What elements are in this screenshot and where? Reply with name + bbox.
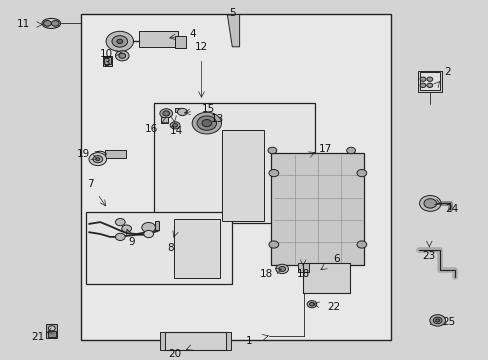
Bar	[303, 263, 349, 293]
Bar	[222, 130, 264, 221]
Bar	[139, 31, 178, 47]
Bar	[271, 153, 364, 265]
Circle shape	[275, 264, 288, 274]
Bar	[175, 108, 183, 112]
Text: 7: 7	[87, 179, 94, 189]
Bar	[154, 221, 159, 230]
Circle shape	[93, 156, 102, 163]
Bar	[161, 117, 168, 123]
Bar	[175, 36, 185, 48]
Circle shape	[356, 170, 366, 177]
Circle shape	[419, 77, 425, 81]
Text: 18: 18	[259, 269, 273, 279]
Circle shape	[278, 266, 285, 271]
Text: 15: 15	[202, 104, 215, 114]
Circle shape	[268, 241, 278, 248]
Polygon shape	[227, 14, 239, 47]
Bar	[298, 263, 308, 272]
Circle shape	[115, 233, 125, 240]
Circle shape	[268, 170, 278, 177]
Bar	[48, 331, 56, 337]
Circle shape	[306, 301, 316, 308]
Bar	[226, 332, 231, 350]
Circle shape	[346, 147, 355, 154]
Text: 19: 19	[76, 149, 90, 159]
Text: 20: 20	[168, 349, 181, 359]
Circle shape	[309, 302, 314, 306]
Circle shape	[89, 153, 106, 166]
Text: 18: 18	[296, 269, 309, 279]
Circle shape	[197, 116, 216, 130]
Circle shape	[117, 39, 122, 44]
Circle shape	[122, 225, 131, 232]
Bar	[163, 332, 227, 350]
Circle shape	[435, 319, 439, 322]
Circle shape	[426, 83, 432, 87]
Circle shape	[170, 122, 180, 129]
Circle shape	[419, 83, 425, 87]
Circle shape	[106, 31, 133, 51]
Circle shape	[192, 112, 221, 134]
Text: 14: 14	[169, 126, 183, 136]
Text: 23: 23	[422, 251, 435, 261]
Circle shape	[43, 21, 51, 26]
Circle shape	[96, 158, 100, 161]
Circle shape	[267, 147, 276, 154]
Bar	[417, 71, 441, 92]
Bar	[173, 219, 220, 278]
Bar	[303, 263, 349, 293]
Bar	[160, 332, 164, 350]
Circle shape	[426, 77, 432, 81]
Circle shape	[419, 195, 440, 211]
Circle shape	[432, 317, 441, 324]
Circle shape	[143, 230, 153, 238]
Circle shape	[115, 219, 125, 226]
Text: 8: 8	[166, 243, 173, 253]
Bar	[81, 14, 390, 340]
Text: 12: 12	[194, 42, 208, 52]
Text: 17: 17	[318, 144, 331, 154]
Text: 25: 25	[441, 317, 454, 327]
Circle shape	[51, 21, 59, 26]
Circle shape	[142, 222, 155, 233]
Text: 13: 13	[210, 114, 224, 124]
Circle shape	[112, 36, 127, 47]
Text: 3: 3	[103, 58, 110, 68]
Bar	[271, 153, 364, 265]
Text: 21: 21	[31, 332, 44, 342]
Text: 6: 6	[332, 254, 339, 264]
Text: 16: 16	[144, 123, 158, 134]
Bar	[163, 332, 227, 350]
Circle shape	[160, 109, 172, 118]
Bar	[104, 57, 111, 64]
Circle shape	[177, 108, 187, 116]
Text: 10: 10	[100, 49, 113, 59]
Bar	[85, 212, 232, 284]
Circle shape	[119, 53, 125, 58]
Circle shape	[48, 326, 55, 331]
Circle shape	[202, 120, 211, 127]
Text: 5: 5	[228, 8, 235, 18]
Circle shape	[115, 51, 129, 61]
Text: 2: 2	[444, 67, 450, 77]
Bar	[419, 72, 439, 90]
Circle shape	[423, 199, 436, 208]
Bar	[102, 56, 112, 66]
Text: 22: 22	[326, 302, 340, 312]
Ellipse shape	[42, 18, 61, 28]
Circle shape	[172, 123, 177, 127]
Bar	[105, 150, 125, 158]
Circle shape	[356, 241, 366, 248]
Text: 24: 24	[445, 204, 458, 214]
Text: 4: 4	[189, 29, 196, 39]
Text: 11: 11	[17, 19, 30, 30]
Circle shape	[429, 315, 445, 326]
Bar	[154, 103, 315, 223]
Text: 1: 1	[245, 336, 252, 346]
Text: 9: 9	[128, 237, 135, 247]
Bar	[46, 324, 57, 338]
Circle shape	[163, 111, 169, 116]
